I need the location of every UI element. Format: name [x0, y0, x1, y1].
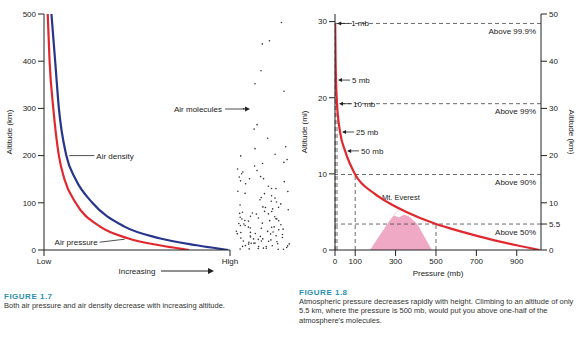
- svg-text:500: 500: [23, 10, 37, 19]
- svg-text:10 mb: 10 mb: [353, 100, 376, 109]
- svg-text:Above 50%: Above 50%: [495, 228, 536, 237]
- html-text:Both air pressure and air dens: Both air pressure and air density decrea…: [4, 301, 225, 310]
- svg-text:Above 99%: Above 99%: [495, 107, 536, 116]
- svg-text:0: 0: [323, 246, 328, 255]
- svg-text:10: 10: [318, 170, 327, 179]
- svg-text:400: 400: [23, 57, 37, 66]
- html-text:FIGURE 1.7: FIGURE 1.7: [4, 292, 53, 301]
- svg-text:1 mb: 1 mb: [351, 19, 369, 28]
- svg-text:300: 300: [23, 104, 37, 113]
- svg-text:100: 100: [349, 257, 363, 266]
- svg-text:50 mb: 50 mb: [361, 147, 384, 156]
- svg-text:Above 99.9%: Above 99.9%: [488, 27, 536, 36]
- svg-text:5.5: 5.5: [549, 220, 561, 229]
- svg-text:Altitude (mi): Altitude (mi): [300, 110, 309, 153]
- svg-text:Mt. Everest: Mt. Everest: [382, 193, 421, 202]
- svg-text:200: 200: [23, 151, 37, 160]
- svg-text:30: 30: [549, 104, 558, 113]
- svg-text:0: 0: [333, 257, 338, 266]
- svg-text:10: 10: [549, 199, 558, 208]
- svg-text:900: 900: [510, 257, 524, 266]
- svg-text:100: 100: [23, 199, 37, 208]
- svg-text:Air density: Air density: [96, 152, 133, 161]
- svg-text:Pressure (mb): Pressure (mb): [413, 269, 464, 278]
- svg-text:300: 300: [389, 257, 403, 266]
- svg-text:Low: Low: [37, 257, 52, 266]
- svg-text:50: 50: [549, 10, 558, 19]
- svg-text:Altitude (km): Altitude (km): [567, 110, 576, 155]
- svg-text:Air pressure: Air pressure: [55, 238, 99, 247]
- svg-text:30: 30: [318, 17, 327, 26]
- svg-text:700: 700: [470, 257, 484, 266]
- svg-text:High: High: [222, 257, 238, 266]
- html-text:Atmospheric pressure decreases: Atmospheric pressure decreases rapidly w…: [299, 297, 574, 325]
- svg-text:20: 20: [549, 151, 558, 160]
- svg-text:Above 90%: Above 90%: [495, 178, 536, 187]
- svg-text:500: 500: [429, 257, 443, 266]
- svg-text:40: 40: [549, 57, 558, 66]
- svg-text:0: 0: [549, 246, 554, 255]
- svg-text:25 mb: 25 mb: [356, 128, 379, 137]
- html-text:FIGURE 1.8: FIGURE 1.8: [299, 288, 348, 297]
- svg-text:Altitude (km): Altitude (km): [5, 109, 14, 154]
- svg-text:Increasing: Increasing: [119, 267, 156, 276]
- svg-text:0: 0: [32, 246, 37, 255]
- svg-text:20: 20: [318, 94, 327, 103]
- svg-text:Air molecules: Air molecules: [174, 105, 222, 114]
- svg-text:5 mb: 5 mb: [352, 76, 370, 85]
